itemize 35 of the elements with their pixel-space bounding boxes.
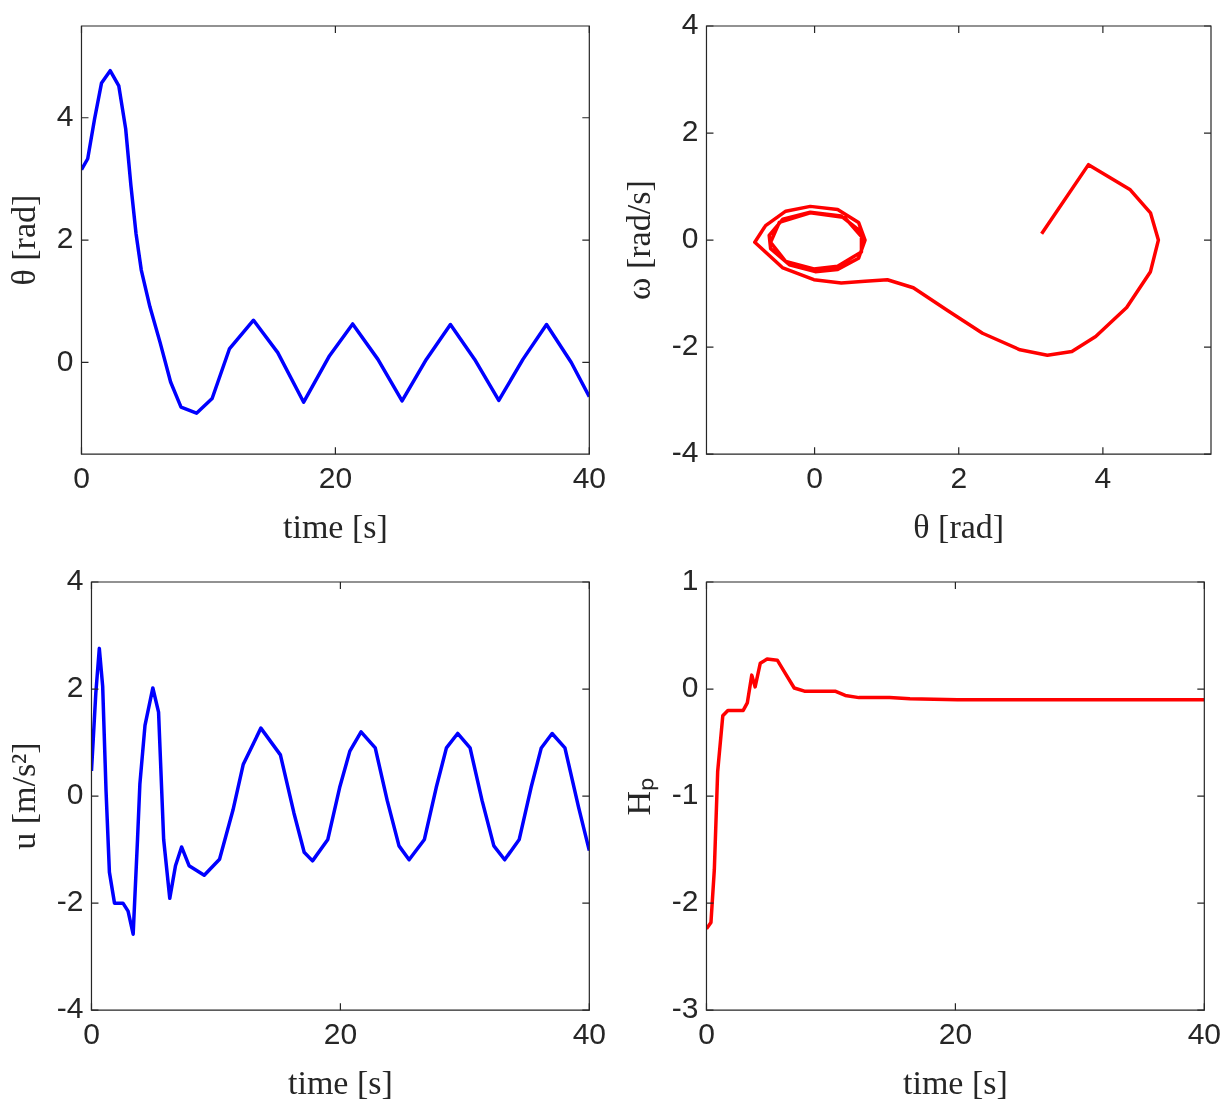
y-tick-label: -1 [671, 777, 699, 811]
y-tick-label: -4 [671, 435, 699, 469]
y-tick-label: 0 [56, 343, 74, 377]
y-tick-label: -4 [56, 991, 84, 1025]
y-tick-label: -2 [56, 884, 84, 918]
x-axis-title: θ [rad] [913, 507, 1005, 545]
y-axis-title: Hₚ [620, 776, 660, 816]
x-tick-label: 20 [323, 1017, 358, 1051]
y-tick-label: 0 [681, 221, 699, 255]
y-tick-label: -3 [671, 991, 699, 1025]
x-tick-label: 40 [572, 461, 606, 495]
y-tick-label: -2 [671, 328, 699, 362]
x-tick-label: 2 [950, 461, 968, 495]
x-axis-title: time [s] [282, 507, 388, 545]
x-tick-label: 40 [572, 1017, 606, 1051]
x-tick-label: 4 [1094, 461, 1112, 495]
x-tick-label: 40 [1187, 1017, 1221, 1051]
y-axis-title: u [m/s²] [5, 742, 43, 850]
y-tick-label: 4 [56, 99, 74, 133]
y-tick-label: 0 [66, 777, 84, 811]
y-tick-label: 4 [66, 563, 84, 597]
y-axis-title: ω [rad/s] [620, 180, 658, 300]
x-axis-title: time [s] [902, 1063, 1008, 1101]
x-tick-label: 20 [318, 461, 353, 495]
y-tick-label: -2 [671, 884, 699, 918]
x-axis-title: time [s] [287, 1063, 393, 1101]
x-tick-label: 20 [938, 1017, 973, 1051]
y-tick-label: 2 [681, 114, 699, 148]
y-tick-label: 1 [681, 563, 699, 597]
x-tick-label: 0 [806, 461, 823, 495]
y-tick-label: 4 [681, 7, 699, 41]
y-tick-label: 2 [56, 221, 74, 255]
y-tick-label: 2 [66, 670, 84, 704]
y-axis-title: θ [rad] [5, 194, 43, 286]
y-tick-label: 0 [681, 670, 699, 704]
